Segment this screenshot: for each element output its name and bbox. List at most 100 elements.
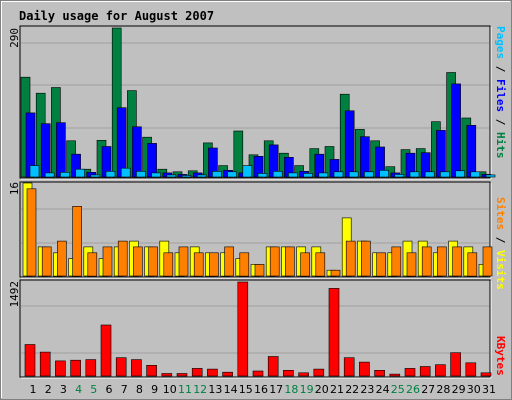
x-tick-label: 17 bbox=[269, 383, 283, 396]
bar-pages bbox=[348, 171, 359, 178]
bar-pages bbox=[257, 173, 268, 178]
bar-kbytes bbox=[161, 373, 173, 377]
x-tick-label: 3 bbox=[60, 383, 67, 396]
x-tick-label: 13 bbox=[208, 383, 222, 396]
bar-pages bbox=[242, 165, 253, 178]
bar-files bbox=[466, 125, 477, 178]
bar-pages bbox=[196, 174, 207, 178]
legend-sites: Sites bbox=[494, 197, 507, 230]
bar-kbytes bbox=[313, 368, 325, 377]
ymax-label-kbytes: 1492 bbox=[8, 281, 21, 308]
x-tick-label: 16 bbox=[254, 383, 268, 396]
bar-pages bbox=[90, 174, 101, 178]
bar-sites bbox=[361, 240, 371, 277]
bar-kbytes bbox=[70, 359, 81, 377]
bar-kbytes bbox=[252, 370, 264, 377]
bar-pages bbox=[105, 171, 116, 178]
bar-files bbox=[360, 136, 370, 178]
bar-kbytes bbox=[374, 369, 385, 377]
legend-sep: / bbox=[494, 59, 507, 79]
bar-kbytes bbox=[237, 281, 249, 377]
x-tick-label: 11 bbox=[178, 383, 192, 396]
bar-sites bbox=[26, 188, 37, 277]
bar-pages bbox=[60, 172, 70, 178]
bar-sites bbox=[406, 252, 417, 277]
bar-sites bbox=[209, 252, 219, 277]
bar-sites bbox=[269, 246, 280, 277]
bar-pages bbox=[303, 173, 313, 178]
bar-sites bbox=[285, 246, 295, 277]
bar-kbytes bbox=[283, 369, 294, 377]
bar-files bbox=[40, 123, 51, 178]
bar-sites bbox=[163, 252, 174, 277]
bar-pages bbox=[318, 172, 329, 178]
bar-kbytes bbox=[298, 372, 309, 377]
bar-kbytes bbox=[435, 364, 446, 377]
legend-pages: Pages bbox=[494, 26, 507, 59]
x-tick-label: 14 bbox=[224, 383, 238, 396]
bar-kbytes bbox=[450, 352, 461, 377]
bar-sites bbox=[421, 246, 432, 277]
bar-sites bbox=[315, 252, 326, 277]
bar-pages bbox=[120, 167, 131, 178]
panel-frame bbox=[19, 279, 491, 378]
bar-sites bbox=[330, 269, 341, 277]
legend-hits: Hits bbox=[494, 132, 507, 159]
bar-hits bbox=[111, 27, 122, 178]
bar-kbytes bbox=[359, 361, 370, 377]
kbytes-panel bbox=[19, 279, 492, 379]
bar-pages bbox=[44, 172, 55, 178]
x-tick-label: 7 bbox=[121, 383, 128, 396]
x-tick-label: 23 bbox=[360, 383, 374, 396]
bar-files bbox=[56, 122, 66, 178]
bar-kbytes bbox=[480, 372, 492, 377]
bar-kbytes bbox=[24, 344, 36, 377]
bar-sites bbox=[482, 246, 493, 277]
bar-kbytes bbox=[55, 360, 66, 377]
bar-pages bbox=[136, 171, 146, 178]
bar-kbytes bbox=[328, 288, 340, 377]
bar-kbytes bbox=[100, 324, 112, 377]
legend-sep: / bbox=[494, 112, 507, 132]
bar-sites bbox=[391, 246, 402, 277]
bar-sites bbox=[72, 206, 82, 277]
x-tick-label: 24 bbox=[376, 383, 390, 396]
bar-sites bbox=[133, 246, 143, 277]
bar-files bbox=[132, 126, 142, 178]
x-tick-label: 19 bbox=[300, 383, 314, 396]
x-tick-label: 10 bbox=[163, 383, 177, 396]
x-axis-labels: 1 2 3 4 5 6 7 8 9 10 11 12 13 14 15 16 17 18 19 20 21 22 23 24 2… bbox=[30, 383, 497, 396]
chart-title: Daily usage for August 2007 bbox=[19, 9, 214, 23]
bar-sites bbox=[148, 246, 158, 277]
x-tick-label: 4 bbox=[75, 383, 82, 396]
bar-sites bbox=[117, 240, 128, 277]
x-tick-label: 22 bbox=[345, 383, 359, 396]
bar-sites bbox=[345, 240, 356, 277]
x-tick-label: 12 bbox=[193, 383, 207, 396]
bar-kbytes bbox=[131, 359, 142, 377]
bar-pages bbox=[288, 172, 298, 178]
bar-sites bbox=[193, 252, 204, 277]
x-tick-label: 25 bbox=[391, 383, 405, 396]
x-tick-label: 2 bbox=[45, 383, 52, 396]
bar-pages bbox=[364, 171, 374, 178]
bar-pages bbox=[379, 170, 389, 178]
bar-pages bbox=[455, 170, 465, 178]
x-tick-label: 29 bbox=[452, 383, 466, 396]
x-tick-label: 1 bbox=[30, 383, 37, 396]
bar-sites bbox=[239, 252, 250, 277]
bar-files bbox=[436, 130, 446, 178]
x-tick-label: 20 bbox=[315, 383, 329, 396]
bar-pages bbox=[470, 171, 481, 178]
bar-pages bbox=[272, 171, 283, 178]
bar-sites bbox=[376, 252, 386, 277]
bar-sites bbox=[57, 240, 67, 277]
legend-files: Files bbox=[494, 79, 507, 112]
x-tick-label: 21 bbox=[330, 383, 344, 396]
legend-sep: / bbox=[494, 230, 507, 250]
bar-sites bbox=[467, 252, 478, 277]
legend-sites-visits: Sites / Visits bbox=[494, 197, 507, 290]
bar-pages bbox=[227, 171, 237, 178]
bar-pages bbox=[29, 165, 40, 178]
bar-pages bbox=[394, 174, 405, 178]
